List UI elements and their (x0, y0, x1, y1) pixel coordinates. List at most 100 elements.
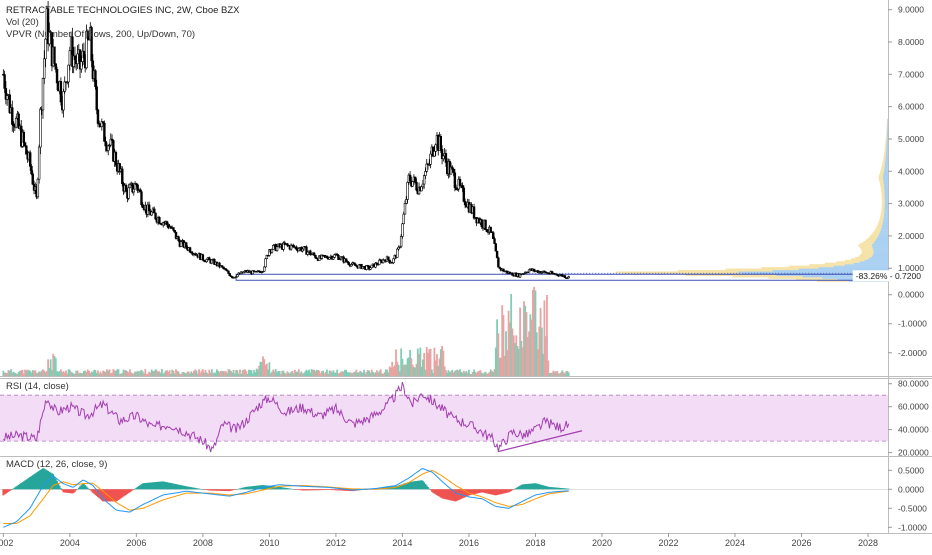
candle-body (60, 81, 62, 102)
candle-body (206, 259, 208, 261)
rsi-y-tick-label-2: 40.0000 (898, 425, 929, 435)
vpvr-row (887, 126, 888, 128)
candle-body (80, 62, 82, 70)
candle-body (69, 51, 71, 65)
macd-label[interactable]: MACD (12, 26, close, 9) (6, 459, 107, 471)
vpvr-row (860, 247, 873, 249)
candle-body (462, 185, 464, 188)
vpvr-row (884, 189, 888, 191)
vpvr-row (881, 229, 888, 231)
vpvr-row (768, 277, 822, 279)
candle-body (494, 239, 496, 244)
vpvr-row (886, 155, 888, 157)
vpvr-row (884, 171, 888, 173)
candle-body (96, 87, 98, 110)
candle-body (128, 188, 130, 199)
vpvr-row (887, 120, 888, 122)
vpvr-row (885, 162, 888, 164)
x-tick-label-5: 2012 (326, 538, 346, 548)
x-tick-label-0: 2002 (0, 538, 13, 548)
candle-body (295, 247, 297, 249)
vpvr-row (789, 266, 834, 268)
vpvr-row (887, 123, 888, 125)
candle-body (55, 64, 57, 70)
x-tick-label-6: 2014 (392, 538, 412, 548)
candle-body (416, 182, 418, 190)
candle-body (371, 265, 373, 268)
macd-y-tick-label-0: 0.5000 (898, 465, 924, 475)
vpvr-row (877, 225, 882, 227)
volume-y-tick-label-1: -1.0000 (898, 319, 927, 329)
vpvr-row (887, 135, 888, 137)
candle-body (492, 233, 494, 239)
rsi-y-tick-label-3: 20.0000 (898, 448, 929, 458)
vpvr-row (876, 228, 882, 230)
vpvr-row (873, 254, 888, 256)
vpvr-row (885, 202, 888, 204)
candle-body (68, 65, 70, 82)
vpvr-row (883, 219, 888, 221)
vpvr-indicator-label[interactable]: VPVR (Number Of Rows, 200, Up/Down, 70) (6, 29, 240, 41)
vpvr-row (886, 149, 888, 151)
volume-bar (568, 372, 570, 376)
candle-body (512, 273, 514, 275)
vpvr-row (873, 242, 888, 244)
candle-body (142, 205, 144, 208)
candle-body (31, 166, 33, 174)
vpvr-row (877, 238, 888, 240)
vpvr-row (884, 187, 888, 189)
vpvr-row (864, 260, 888, 262)
vpvr-row (886, 138, 887, 140)
candle-body (64, 82, 66, 92)
vpvr-row (876, 239, 888, 241)
candle-body (358, 265, 360, 268)
candle-body (129, 185, 131, 188)
vpvr-row (887, 119, 888, 121)
vpvr-row (879, 175, 883, 177)
candle-body (422, 184, 424, 187)
candle-body (400, 236, 402, 246)
candle-body (403, 214, 405, 224)
candle-body (414, 177, 416, 182)
vpvr-row (883, 175, 888, 177)
vpvr-row (851, 258, 868, 260)
vpvr-row (875, 241, 888, 243)
x-tick-label-1: 2004 (60, 538, 80, 548)
vpvr-row (818, 267, 888, 269)
vpvr-row (882, 205, 885, 207)
vpvr-row (858, 245, 871, 247)
candle-body (173, 228, 175, 231)
candle-body (473, 207, 475, 218)
vpvr-row (732, 276, 802, 278)
vpvr-row (875, 229, 881, 231)
vpvr-row (861, 253, 873, 255)
vpvr-row (887, 130, 888, 132)
candle-body (15, 118, 17, 127)
vpvr-row (678, 270, 773, 272)
vpvr-histogram (615, 119, 888, 282)
vpvr-row (880, 215, 883, 217)
vpvr-row (886, 145, 888, 147)
vpvr-row (885, 142, 886, 144)
vpvr-row (876, 226, 881, 228)
candle-body (6, 96, 8, 100)
vol-indicator-label[interactable]: Vol (20) (6, 17, 240, 29)
x-tick-label-4: 2010 (259, 538, 279, 548)
vpvr-row (882, 223, 888, 225)
rsi-label[interactable]: RSI (14, close) (6, 381, 69, 393)
vpvr-row (881, 213, 884, 215)
candle-body (451, 167, 453, 169)
candle-body (228, 271, 230, 273)
vpvr-row (885, 205, 888, 207)
vpvr-row (874, 251, 888, 253)
candle-body (271, 249, 273, 252)
vpvr-row (881, 189, 884, 191)
vpvr-row (615, 271, 738, 273)
symbol-title[interactable]: RETRACTABLE TECHNOLOGIES INC, 2W, Cboe B… (6, 5, 240, 17)
vpvr-row (845, 264, 888, 266)
x-tick-label-2: 2006 (126, 538, 146, 548)
candle-body (185, 243, 187, 248)
vpvr-row (880, 183, 884, 185)
candle-body (141, 192, 143, 205)
